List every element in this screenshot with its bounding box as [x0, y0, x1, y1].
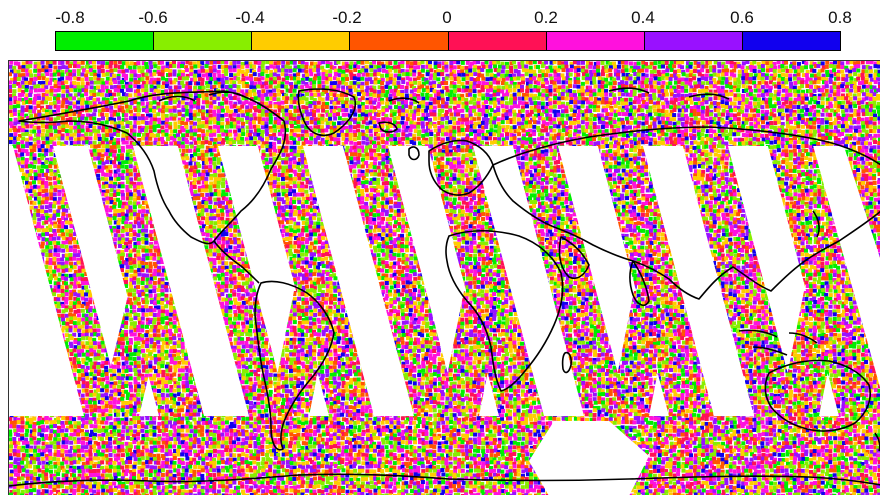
colorbar-tick-label: 0.4 [631, 8, 655, 28]
colorbar [55, 31, 841, 51]
colorbar-tick-label: -0.6 [138, 8, 167, 28]
colorbar-segment [56, 32, 155, 50]
map-canvas [9, 61, 880, 495]
colorbar-tick-labels: -0.8 -0.6 -0.4 -0.2 0 0.2 0.4 0.6 0.8 [0, 0, 880, 30]
colorbar-segment [644, 32, 743, 50]
colorbar-tick-label: 0.8 [828, 8, 852, 28]
colorbar-tick-label: 0.6 [730, 8, 754, 28]
colorbar-segment [742, 32, 840, 50]
coastlines [9, 87, 880, 487]
colorbar-segment [546, 32, 645, 50]
colorbar-tick-label: -0.8 [55, 8, 84, 28]
colorbar-segment [350, 32, 449, 50]
data-gaps [529, 421, 649, 495]
map-panel [8, 60, 880, 495]
colorbar-segment [448, 32, 547, 50]
colorbar-tick-label: 0.2 [534, 8, 558, 28]
colorbar-tick-label: 0 [442, 8, 451, 28]
colorbar-tick-label: -0.4 [235, 8, 264, 28]
colorbar-segment [154, 32, 253, 50]
colorbar-tick-label: -0.2 [332, 8, 361, 28]
colorbar-segment [252, 32, 351, 50]
